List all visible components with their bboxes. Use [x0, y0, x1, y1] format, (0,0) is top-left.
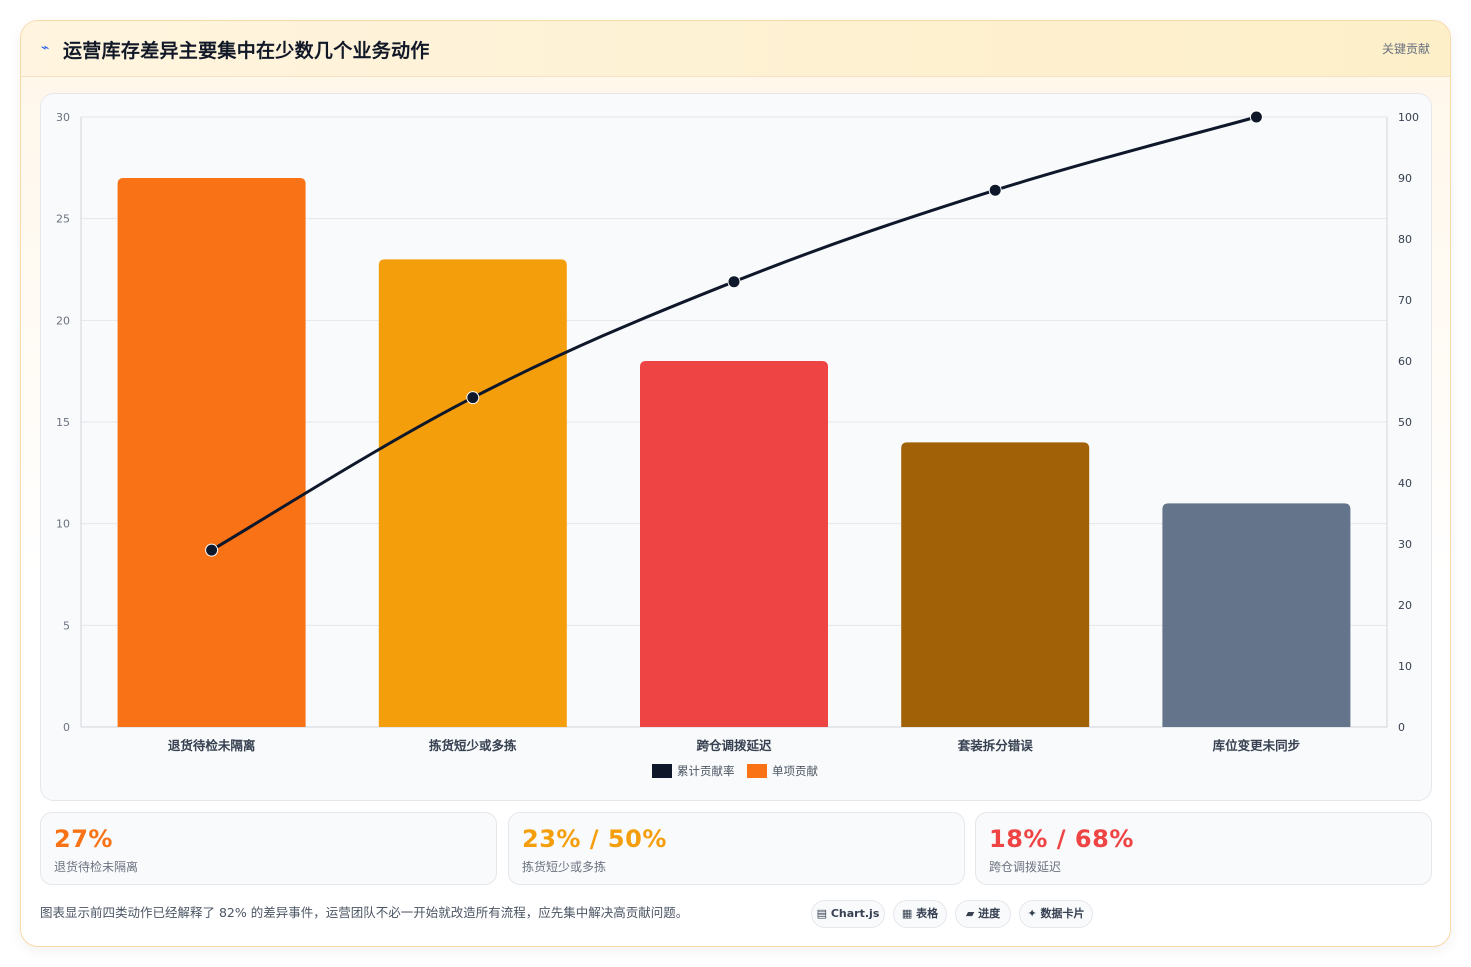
spark-icon: ⌁ — [41, 40, 50, 56]
bar — [1162, 503, 1351, 727]
y-right-tick-label: 50 — [1398, 416, 1412, 429]
cumulative-point — [205, 543, 219, 557]
card-header: ⌁ 运营库存差异主要集中在少数几个业务动作 关键贡献 — [21, 21, 1450, 77]
legend-swatch — [652, 764, 672, 778]
stat-value: 23% / 50% — [522, 825, 667, 853]
y-right-tick-label: 30 — [1398, 538, 1412, 551]
y-left-tick-label: 10 — [56, 518, 70, 531]
x-category-label: 套装拆分错误 — [957, 738, 1034, 753]
bar — [640, 361, 828, 727]
cumulative-point — [988, 183, 1002, 197]
y-left-tick-label: 30 — [56, 111, 70, 124]
chip-label: 进度 — [978, 907, 1001, 920]
stat-card-3: 18% / 68% 跨仓调拨延迟 — [975, 812, 1432, 885]
cumulative-point — [1249, 110, 1263, 124]
chip-chartjs[interactable]: ▤ Chart.js — [811, 900, 885, 928]
x-category-label: 退货待检未隔离 — [168, 738, 256, 753]
stat-value: 18% / 68% — [989, 825, 1134, 853]
bar — [378, 259, 567, 727]
y-right-tick-label: 100 — [1398, 111, 1419, 124]
stat-label: 退货待检未隔离 — [54, 860, 139, 874]
y-right-tick-label: 20 — [1398, 599, 1412, 612]
bar — [117, 178, 306, 727]
legend-label: 累计贡献率 — [677, 764, 735, 778]
y-right-tick-label: 60 — [1398, 355, 1412, 368]
bar — [901, 442, 1090, 727]
page-title: 运营库存差异主要集中在少数几个业务动作 — [63, 40, 430, 62]
sparkle-icon: ✦ — [1027, 907, 1037, 920]
chip-data-cards[interactable]: ✦ 数据卡片 — [1019, 900, 1093, 928]
chip-label: 表格 — [916, 907, 939, 920]
y-right-tick-label: 40 — [1398, 477, 1412, 490]
stat-label: 跨仓调拨延迟 — [989, 860, 1062, 874]
stat-card-2: 23% / 50% 拣货短少或多拣 — [508, 812, 965, 885]
pareto-chart: 0 5 10 15 20 25 30 0 10 20 30 40 50 60 70 80 90 100 退货待检未隔… — [40, 93, 1432, 801]
chart-footnote: 图表显示前四类动作已经解释了 82% 的差异事件，运营团队不必一开始就改造所有流… — [40, 905, 689, 920]
x-category-label: 拣货短少或多拣 — [429, 738, 517, 753]
header-tag: 关键贡献 — [1381, 42, 1430, 56]
report-card: ⌁ 运营库存差异主要集中在少数几个业务动作 关键贡献 0 5 10 15 20 25 30 0… — [20, 20, 1451, 947]
stat-value: 27% — [54, 825, 113, 853]
y-left-tick-label: 15 — [56, 416, 70, 429]
y-left-tick-label: 0 — [63, 721, 70, 734]
y-right-tick-label: 90 — [1398, 172, 1412, 185]
chip-progress[interactable]: ▰ 进度 — [955, 900, 1011, 928]
chart-icon: ▤ — [816, 907, 828, 920]
cumulative-point — [727, 275, 741, 289]
stat-card-1: 27% 退货待检未隔离 — [40, 812, 497, 885]
stat-label: 拣货短少或多拣 — [522, 860, 607, 874]
x-category-label: 库位变更未同步 — [1213, 738, 1301, 753]
progress-icon: ▰ — [965, 907, 975, 920]
y-left-tick-label: 20 — [56, 314, 70, 327]
y-left-tick-label: 25 — [56, 213, 70, 226]
chip-label: 数据卡片 — [1040, 907, 1085, 920]
legend-swatch — [747, 764, 767, 778]
table-icon: ▦ — [901, 907, 913, 920]
y-right-tick-label: 70 — [1398, 294, 1412, 307]
x-category-label: 跨仓调拨延迟 — [696, 738, 772, 753]
legend-label: 单项贡献 — [772, 764, 818, 778]
y-right-tick-label: 10 — [1398, 660, 1412, 673]
y-left-tick-label: 5 — [63, 619, 70, 632]
chart-svg: 0 5 10 15 20 25 30 0 10 20 30 40 50 60 70 80 90 100 退货待检未隔… — [56, 110, 1419, 778]
cumulative-point — [466, 391, 480, 405]
y-right-tick-label: 80 — [1398, 233, 1412, 246]
chip-label: Chart.js — [830, 907, 880, 920]
chip-table[interactable]: ▦ 表格 — [893, 900, 947, 928]
y-right-tick-label: 0 — [1398, 721, 1405, 734]
